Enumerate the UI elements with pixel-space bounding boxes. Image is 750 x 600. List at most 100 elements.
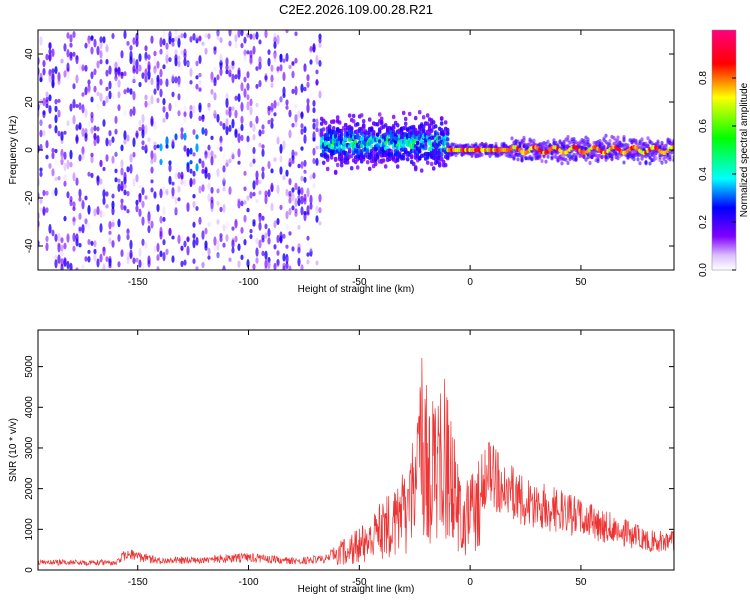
spectrogram-cell: [132, 68, 136, 74]
spectrogram-cell: [228, 72, 232, 77]
spectrogram-cell: [351, 119, 356, 124]
spectrogram-cell: [391, 155, 396, 160]
spectrogram-cell: [343, 137, 348, 142]
spectrogram-cell: [198, 185, 202, 194]
spectrogram-cell: [108, 90, 112, 100]
spectrogram-cell: [57, 176, 61, 181]
spectrogram-cell: [225, 118, 229, 127]
spectrogram-cell: [288, 129, 292, 139]
spectrogram-cell: [566, 135, 570, 139]
spectrogram-cell: [99, 223, 103, 233]
spectrogram-cell: [222, 165, 226, 173]
spectrogram-cell: [51, 148, 55, 153]
spectrogram-cell: [318, 193, 322, 203]
spectrogram-cell: [303, 197, 307, 205]
spectrogram-cell: [105, 45, 109, 53]
spectrogram-cell: [63, 151, 67, 160]
spectrogram-cell: [48, 105, 52, 114]
spectrogram-cell: [361, 124, 366, 129]
y-tick-label: -40: [24, 238, 35, 253]
spectrogram-cell: [45, 154, 49, 160]
spectrogram-cell: [243, 36, 247, 44]
spectrogram-cell: [201, 261, 205, 269]
spectrogram-cell: [240, 42, 244, 49]
spectrogram-cell: [516, 157, 520, 162]
spectrogram-cell: [102, 181, 106, 188]
spectrogram-cell: [174, 207, 178, 215]
spectrogram-cell: [640, 137, 644, 142]
spectrogram-cell: [108, 130, 112, 137]
spectrogram-cell: [201, 252, 205, 256]
spectrogram-cell: [252, 192, 256, 197]
spectrogram-cells: [38, 30, 674, 270]
spectrogram-cell: [165, 144, 169, 149]
spectrogram-cell: [165, 190, 169, 196]
x-tick-label: 0: [467, 577, 473, 588]
spectrogram-cell: [258, 142, 262, 148]
spectrogram-cell: [171, 255, 175, 263]
y-tick-label: -20: [24, 190, 35, 205]
spectrogram-cell: [63, 257, 67, 264]
spectrogram-cell: [189, 105, 193, 110]
spectrogram-cell: [306, 81, 310, 89]
spectrogram-cell: [237, 133, 241, 144]
spectrogram-cell: [87, 171, 91, 177]
spectrogram-cell: [379, 116, 384, 121]
spectrogram-cell: [42, 189, 46, 197]
spectrogram-cell: [135, 132, 139, 137]
spectrogram-cell: [114, 168, 118, 174]
spectrogram-cell: [78, 212, 82, 220]
spectrogram-cell: [90, 71, 94, 80]
spectrogram-cell: [258, 190, 262, 195]
spectrogram-cell: [588, 161, 592, 165]
spectrogram-cell: [276, 234, 280, 244]
spectrogram-cell: [377, 112, 382, 117]
spectrogram-cell: [303, 169, 307, 174]
spectrogram-cell: [219, 121, 223, 126]
spectrogram-cell: [207, 144, 211, 151]
spectrogram-cell: [96, 175, 100, 186]
spectrogram-cell: [48, 52, 52, 62]
spectrogram-cell: [309, 174, 313, 180]
spectrogram-cell: [132, 76, 136, 83]
spectrogram-cell: [288, 231, 292, 236]
spectrogram-cell: [132, 137, 136, 148]
spectrogram-cell: [306, 252, 310, 257]
spectrogram-cell: [225, 162, 229, 167]
spectrogram-cell: [612, 136, 616, 140]
spectrogram-cell: [285, 52, 289, 62]
spectrogram-cell: [57, 254, 61, 264]
spectrogram-cell: [93, 125, 97, 132]
spectrogram-cell: [664, 143, 668, 148]
spectrogram-cell: [401, 156, 406, 161]
spectrogram-cell: [210, 73, 214, 83]
y-tick-label: 0: [24, 567, 35, 573]
spectrogram-cell: [276, 250, 280, 256]
spectrogram-cell: [201, 160, 205, 169]
spectrogram-cell: [66, 233, 70, 243]
x-tick-label: -50: [352, 577, 367, 588]
spectrogram-cell: [144, 144, 148, 151]
spectrogram-cell: [54, 187, 58, 197]
spectrogram-cell: [168, 80, 172, 86]
spectrogram-cell: [135, 199, 139, 206]
spectrogram-cell: [347, 113, 352, 118]
spectrogram-cell: [240, 102, 244, 112]
spectrogram-cell: [249, 58, 253, 65]
spectrogram-cell: [258, 39, 262, 45]
spectrogram-cell: [349, 153, 354, 159]
spectrogram-cell: [267, 107, 271, 116]
spectrogram-cell: [584, 157, 588, 162]
spectrogram-cell: [99, 209, 103, 218]
spectrogram-cell: [186, 162, 190, 173]
spectrogram-cell: [365, 148, 370, 153]
spectrogram-cell: [586, 140, 590, 144]
spectrogram-cell: [102, 197, 106, 205]
spectrogram-cell: [207, 247, 211, 257]
snr-x-ticks: -150 -100 -50 0 50: [128, 330, 587, 588]
spectrogram-cell: [246, 82, 250, 91]
spectrogram-cell: [111, 193, 115, 199]
spectrogram-cell: [138, 208, 142, 217]
spectrogram-cell: [69, 149, 73, 160]
spectrogram-cell: [105, 256, 109, 262]
